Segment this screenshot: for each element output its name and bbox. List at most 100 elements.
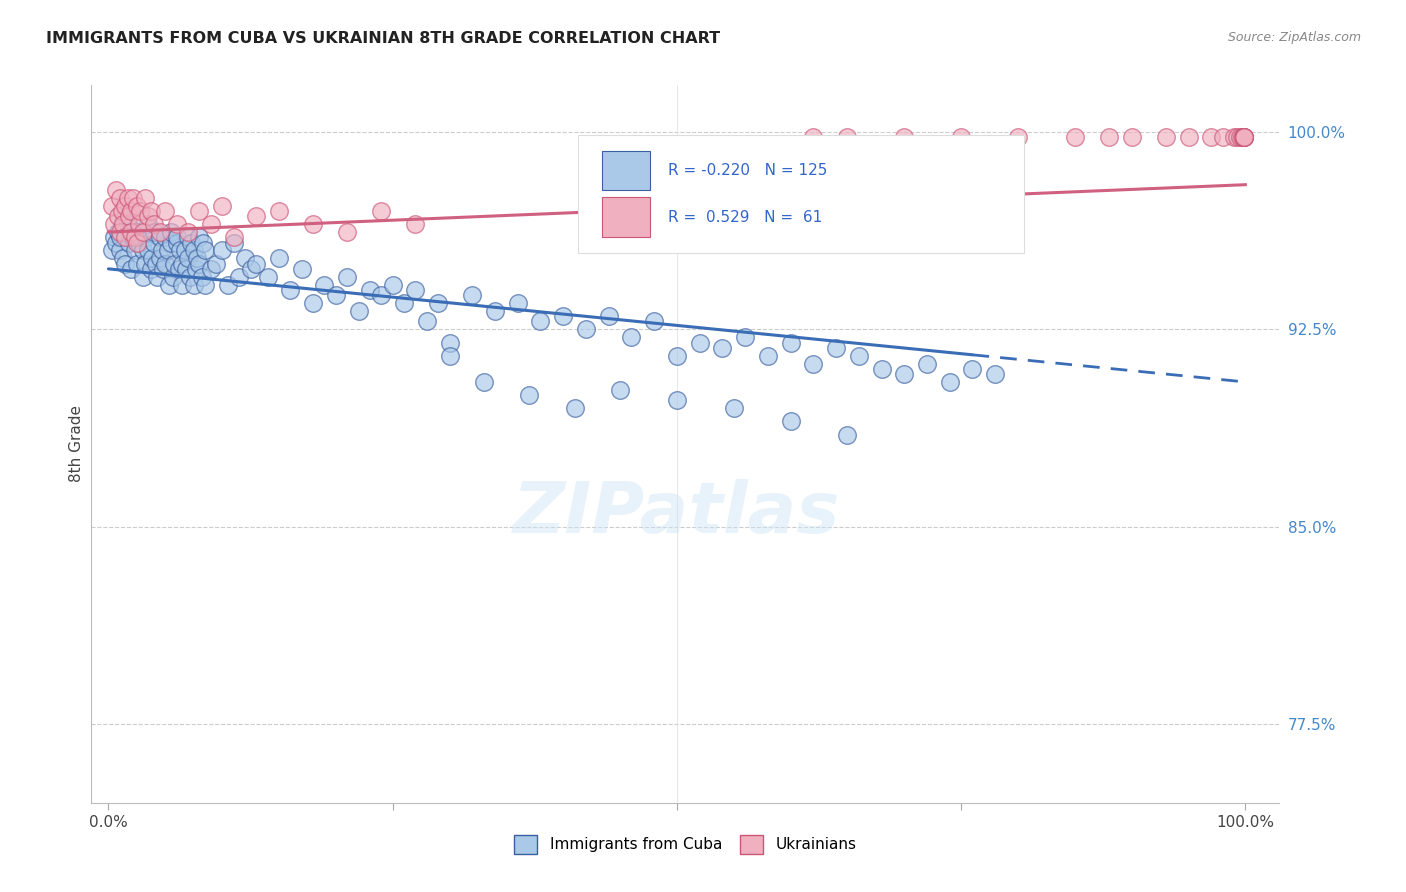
Point xyxy=(149,230,172,244)
Point xyxy=(939,375,962,389)
Point xyxy=(1233,130,1256,145)
Point xyxy=(211,244,233,258)
Point xyxy=(135,230,157,244)
Point xyxy=(1232,130,1254,145)
Point xyxy=(128,217,150,231)
Point xyxy=(183,277,205,292)
Point xyxy=(111,217,134,231)
Point xyxy=(101,244,124,258)
Bar xyxy=(602,151,650,190)
Point xyxy=(190,269,212,284)
Point xyxy=(336,269,359,284)
Point xyxy=(107,209,129,223)
Point xyxy=(142,217,165,231)
Point xyxy=(177,252,200,266)
Point xyxy=(172,277,194,292)
Text: IMMIGRANTS FROM CUBA VS UKRAINIAN 8TH GRADE CORRELATION CHART: IMMIGRANTS FROM CUBA VS UKRAINIAN 8TH GR… xyxy=(46,31,720,46)
Point xyxy=(149,225,172,239)
Point xyxy=(711,341,734,355)
Point xyxy=(108,225,131,239)
Point xyxy=(517,388,540,402)
Point xyxy=(156,244,179,258)
Point xyxy=(145,257,167,271)
Point xyxy=(825,341,848,355)
Point xyxy=(112,217,135,231)
Point xyxy=(157,277,180,292)
Point xyxy=(118,235,141,250)
Point xyxy=(609,383,631,397)
Point xyxy=(200,217,222,231)
Point xyxy=(179,269,201,284)
Point xyxy=(1233,130,1256,145)
Point xyxy=(184,261,207,276)
Point xyxy=(124,230,146,244)
Point xyxy=(1223,130,1246,145)
Point xyxy=(404,217,426,231)
Point xyxy=(183,244,205,258)
Point xyxy=(370,204,392,219)
Point xyxy=(801,130,824,145)
Point xyxy=(124,244,146,258)
Point xyxy=(325,288,347,302)
Point xyxy=(149,252,172,266)
Point xyxy=(1212,130,1234,145)
Point xyxy=(114,199,136,213)
Point xyxy=(416,314,439,328)
Point xyxy=(1177,130,1199,145)
Point xyxy=(114,230,136,244)
Point xyxy=(108,191,131,205)
Point xyxy=(120,225,142,239)
Point xyxy=(211,199,233,213)
Point xyxy=(837,427,859,442)
Point xyxy=(564,401,586,416)
Point xyxy=(756,349,779,363)
Point xyxy=(370,288,392,302)
Point xyxy=(233,252,256,266)
Point xyxy=(186,252,208,266)
Point xyxy=(506,296,529,310)
Point xyxy=(392,296,415,310)
Text: Source: ZipAtlas.com: Source: ZipAtlas.com xyxy=(1227,31,1361,45)
Point xyxy=(689,335,711,350)
Point xyxy=(125,199,148,213)
Point xyxy=(118,209,141,223)
Point xyxy=(302,217,325,231)
Point xyxy=(439,349,461,363)
Point xyxy=(114,209,136,223)
Point xyxy=(142,235,165,250)
Point xyxy=(160,235,183,250)
Point xyxy=(142,225,165,239)
Point xyxy=(188,257,211,271)
Point xyxy=(643,314,665,328)
Point xyxy=(174,261,197,276)
Point xyxy=(194,277,217,292)
Point xyxy=(217,277,239,292)
Point xyxy=(122,191,145,205)
Point xyxy=(837,130,859,145)
Point xyxy=(245,257,267,271)
Point xyxy=(136,217,159,231)
Point xyxy=(779,414,801,428)
Point xyxy=(870,361,893,376)
Point xyxy=(723,401,745,416)
Point xyxy=(146,269,169,284)
Point xyxy=(665,393,688,408)
Point xyxy=(134,191,156,205)
Point xyxy=(598,309,620,323)
Point xyxy=(1233,130,1256,145)
Point xyxy=(166,217,188,231)
Point xyxy=(162,269,184,284)
Point xyxy=(114,257,136,271)
Point xyxy=(120,261,142,276)
Point xyxy=(893,367,915,381)
Point xyxy=(131,269,153,284)
Y-axis label: 8th Grade: 8th Grade xyxy=(69,405,84,483)
Point xyxy=(136,244,159,258)
Point xyxy=(128,235,150,250)
Point xyxy=(404,283,426,297)
Point xyxy=(267,252,290,266)
Point xyxy=(291,261,314,276)
Point xyxy=(191,235,214,250)
Point xyxy=(245,209,267,223)
Point xyxy=(129,230,152,244)
